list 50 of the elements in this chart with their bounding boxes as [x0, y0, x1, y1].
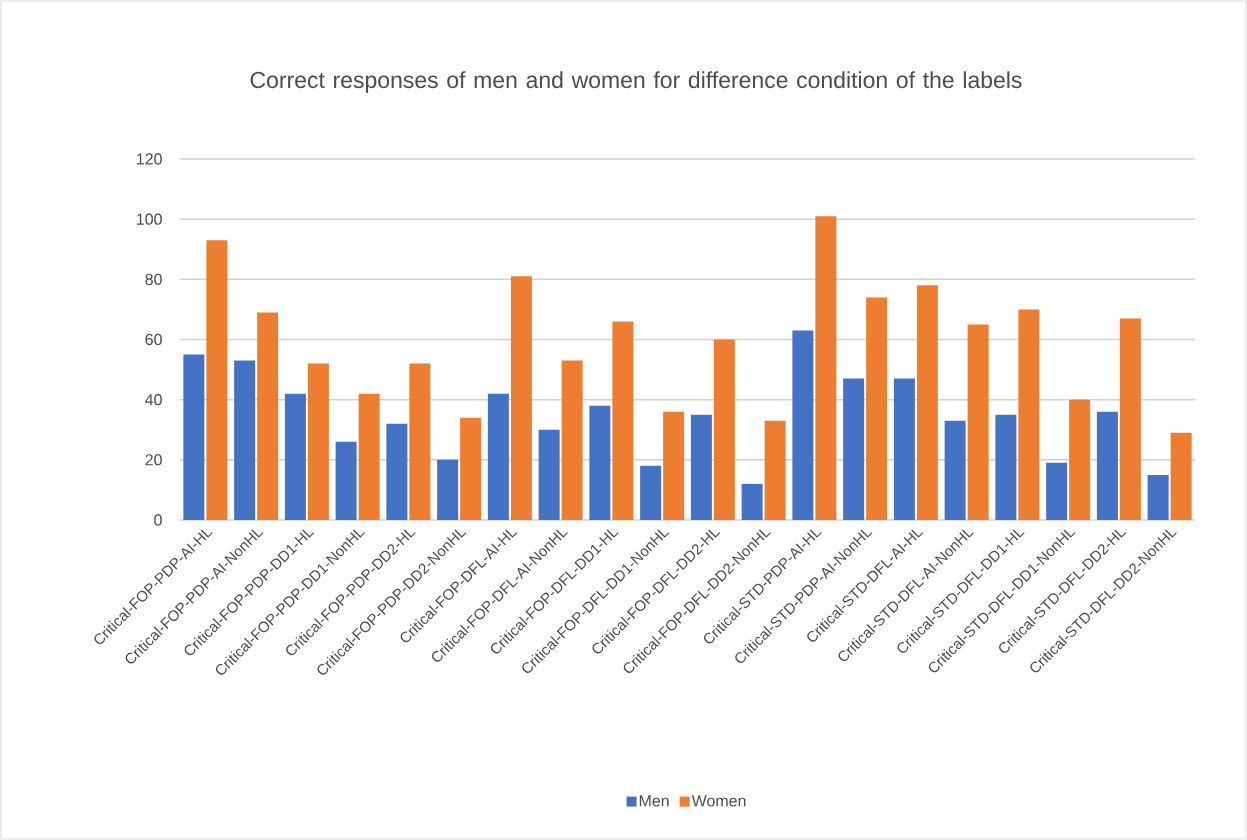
bar: [206, 240, 228, 520]
bar: [967, 324, 989, 520]
bar: [257, 312, 279, 520]
bar: [335, 441, 357, 520]
bar: [663, 411, 685, 520]
y-tick-label: 80: [145, 273, 162, 285]
bar: [944, 420, 966, 520]
legend-label: Women: [691, 795, 746, 807]
bar: [1119, 318, 1141, 520]
bar: [843, 378, 865, 520]
y-tick-label: 60: [145, 333, 162, 346]
y-tick-label: 100: [137, 213, 162, 225]
bar: [589, 405, 611, 520]
bar: [741, 483, 763, 520]
y-tick-label: 120: [137, 153, 162, 165]
bar: [690, 414, 712, 520]
bar: [487, 393, 509, 520]
bar: [1018, 309, 1040, 520]
bar: [358, 393, 380, 520]
bar: [561, 360, 583, 520]
bar: [307, 363, 329, 520]
bar: [409, 363, 431, 520]
bar: [995, 414, 1017, 520]
bar: [612, 321, 634, 520]
y-tick-label: 0: [154, 514, 162, 526]
bar: [866, 297, 888, 520]
bar: [234, 360, 256, 520]
legend-label: Men: [639, 795, 669, 807]
bar: [510, 276, 532, 520]
bar: [437, 459, 459, 520]
bar: [538, 429, 560, 520]
bar: [916, 285, 938, 520]
bar: [764, 420, 786, 520]
bar: [713, 339, 735, 520]
bar: [893, 378, 915, 520]
bar: [183, 354, 205, 520]
bar: [1170, 432, 1192, 520]
y-tick-label: 40: [145, 394, 162, 406]
bar: [1096, 411, 1118, 520]
bar: [1147, 474, 1169, 520]
bar: [792, 330, 814, 520]
bar: [815, 216, 837, 520]
bar: [284, 393, 306, 520]
bar: [460, 417, 482, 520]
bar: [1069, 399, 1091, 520]
bar: [1046, 462, 1068, 520]
y-tick-label: 20: [145, 454, 162, 466]
bar: [640, 465, 662, 520]
bar: [386, 423, 408, 520]
chart-title: Correct responses of men and women for difference condition of the labels: [250, 71, 1022, 93]
